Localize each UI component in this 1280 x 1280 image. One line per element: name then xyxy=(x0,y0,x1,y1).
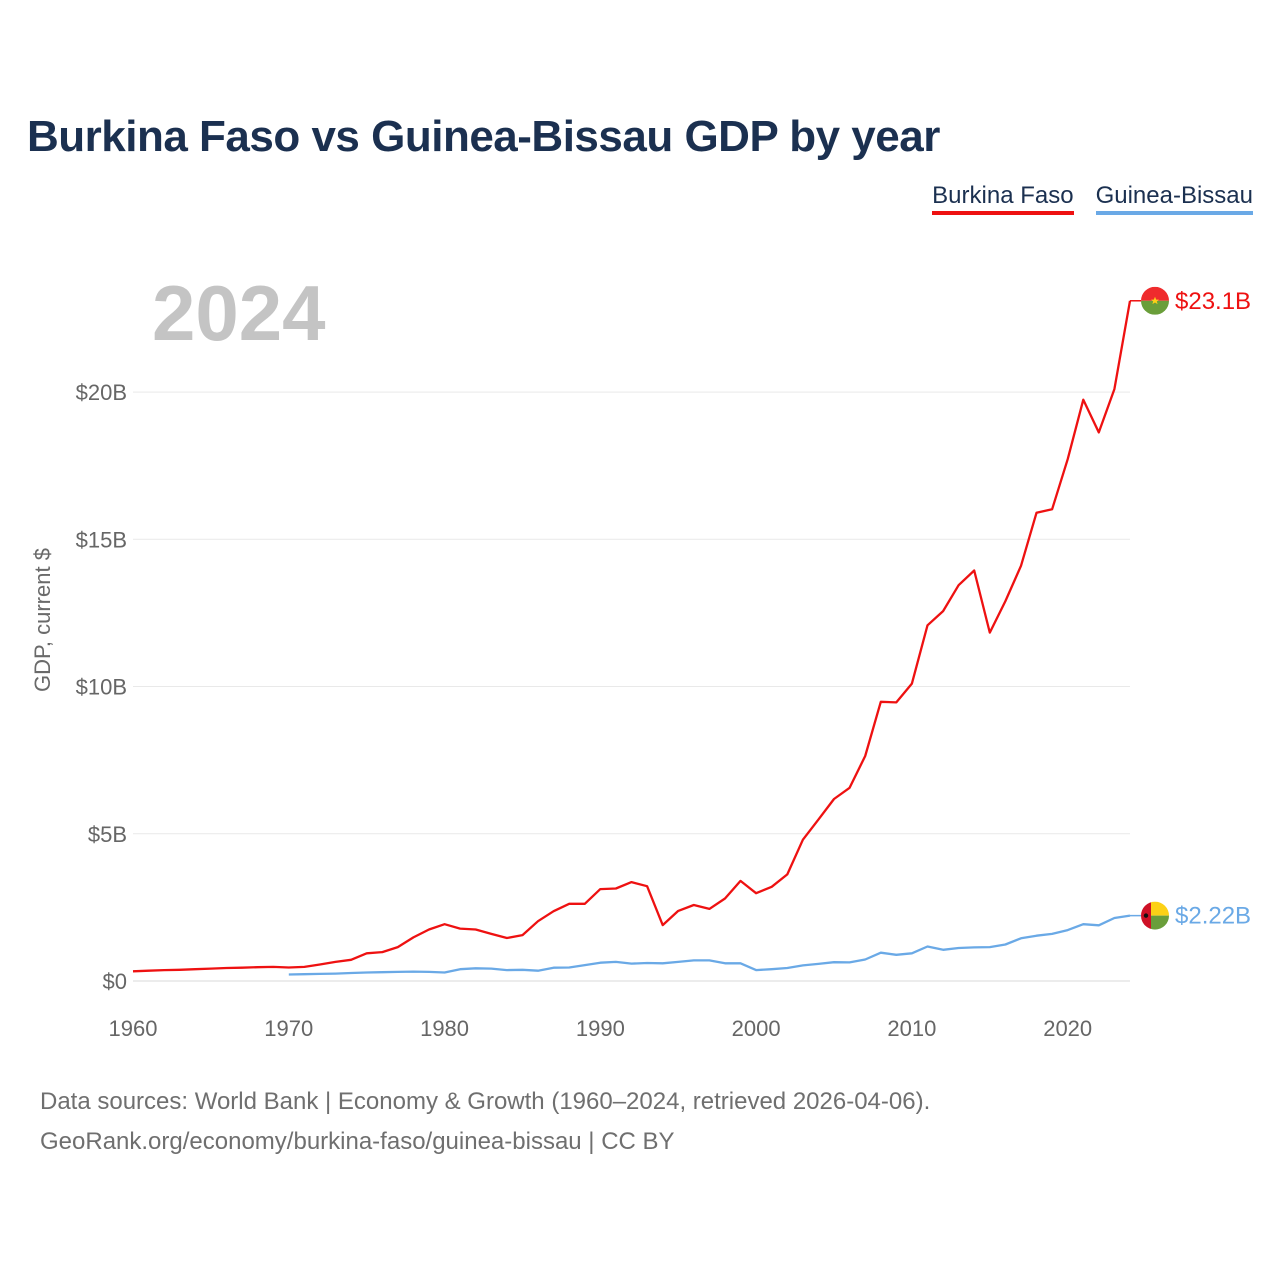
burkina-faso-flag-icon xyxy=(1141,286,1169,315)
x-tick-label: 2020 xyxy=(1043,1016,1092,1041)
series-lines xyxy=(132,300,1132,976)
y-axis-title: GDP, current $ xyxy=(30,548,55,692)
legend-item-burkina-faso[interactable]: Burkina Faso xyxy=(932,182,1074,215)
x-tick-label: 2010 xyxy=(887,1016,936,1041)
footer: Data sources: World Bank | Economy & Gro… xyxy=(40,1082,930,1162)
year-label: 2024 xyxy=(152,269,326,357)
x-tick-label: 2000 xyxy=(732,1016,781,1041)
end-markers: $23.1B $2.22B xyxy=(1130,286,1251,930)
guinea-bissau-flag-icon xyxy=(1141,901,1169,930)
x-axis-ticks: 1960 1970 1980 1990 2000 2010 2020 xyxy=(109,1016,1093,1041)
y-axis-ticks: $0 $5B $10B $15B $20B xyxy=(76,380,127,994)
x-tick-label: 1960 xyxy=(109,1016,158,1041)
y-tick-label: $15B xyxy=(76,527,127,552)
series-line-burkina-faso[interactable] xyxy=(132,300,1132,973)
y-tick-label: $0 xyxy=(103,969,127,994)
legend-item-guinea-bissau[interactable]: Guinea-Bissau xyxy=(1095,182,1253,215)
x-tick-label: 1970 xyxy=(264,1016,313,1041)
x-tick-label: 1980 xyxy=(420,1016,469,1041)
footer-sources: Data sources: World Bank | Economy & Gro… xyxy=(40,1088,931,1115)
series-line-guinea-bissau[interactable] xyxy=(288,914,1131,976)
end-value-label: $23.1B xyxy=(1175,288,1251,315)
y-tick-label: $5B xyxy=(88,822,127,847)
legend: Burkina Faso Guinea-Bissau xyxy=(932,182,1253,215)
y-tick-label: $10B xyxy=(76,675,127,700)
footer-credit[interactable]: GeoRank.org/economy/burkina-faso/guinea-… xyxy=(40,1128,675,1155)
end-value-label: $2.22B xyxy=(1175,903,1251,930)
gridlines xyxy=(133,391,1130,982)
y-tick-label: $20B xyxy=(76,380,127,405)
x-tick-label: 1990 xyxy=(576,1016,625,1041)
chart-title: Burkina Faso vs Guinea-Bissau GDP by yea… xyxy=(27,112,940,161)
